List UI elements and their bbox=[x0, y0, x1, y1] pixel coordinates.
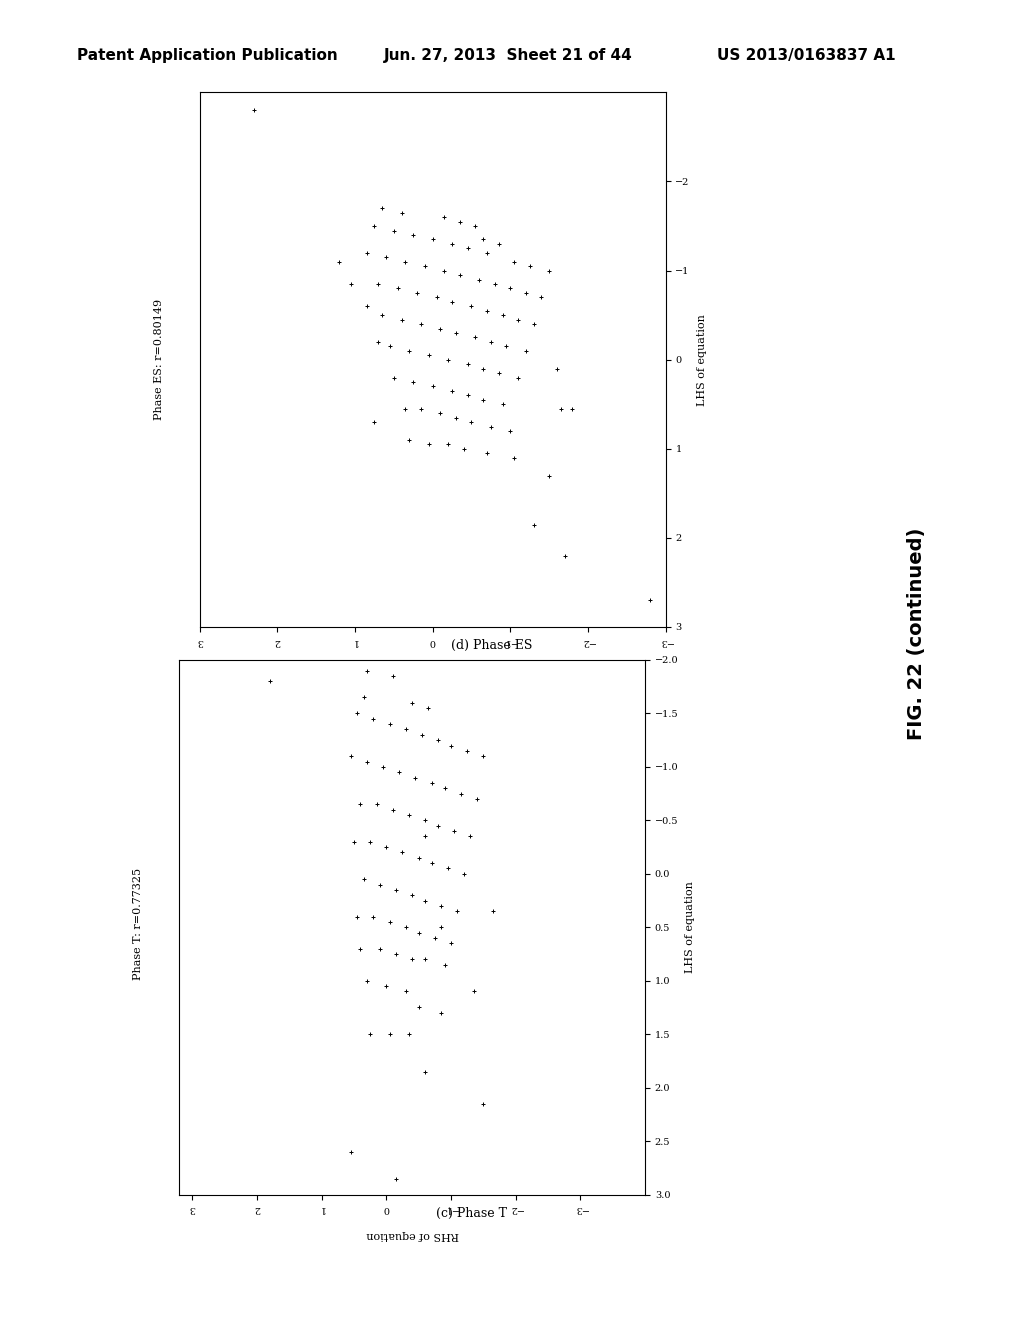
Text: (d) Phase ES: (d) Phase ES bbox=[451, 639, 532, 652]
X-axis label: RHS of equation: RHS of equation bbox=[386, 663, 479, 672]
Y-axis label: LHS of equation: LHS of equation bbox=[685, 882, 695, 973]
Text: Jun. 27, 2013  Sheet 21 of 44: Jun. 27, 2013 Sheet 21 of 44 bbox=[384, 48, 633, 62]
Text: (c) Phase T: (c) Phase T bbox=[435, 1206, 507, 1220]
Text: US 2013/0163837 A1: US 2013/0163837 A1 bbox=[717, 48, 895, 62]
Text: Phase ES: r=0.80149: Phase ES: r=0.80149 bbox=[154, 298, 164, 420]
Text: Patent Application Publication: Patent Application Publication bbox=[77, 48, 338, 62]
Text: FIG. 22 (continued): FIG. 22 (continued) bbox=[907, 528, 926, 739]
X-axis label: RHS of equation: RHS of equation bbox=[366, 1230, 459, 1239]
Text: Phase T: r=0.77325: Phase T: r=0.77325 bbox=[133, 869, 143, 979]
Y-axis label: LHS of equation: LHS of equation bbox=[696, 314, 707, 405]
